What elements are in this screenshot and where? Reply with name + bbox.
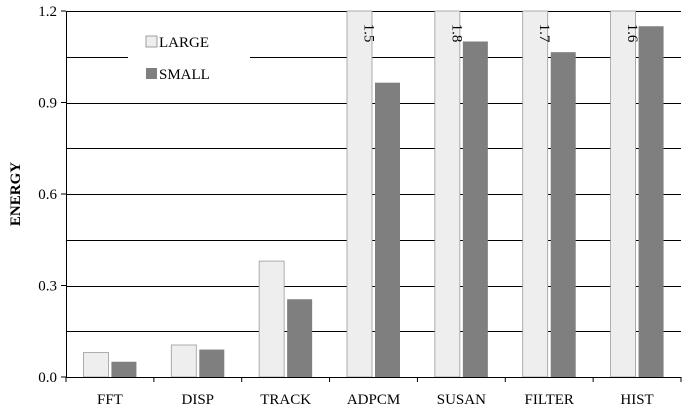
legend: LARGE SMALL <box>128 26 250 88</box>
bar-value-label: 1.6 <box>624 24 640 43</box>
x-tick-label: ADPCM <box>347 392 400 408</box>
bar-small-susan <box>462 41 488 377</box>
x-tick-label: DISP <box>182 392 215 408</box>
bar-large-hist <box>610 10 636 378</box>
bar-large-disp <box>170 344 197 378</box>
bar-small-disp <box>199 349 225 377</box>
bar-small-filter <box>550 52 576 378</box>
bar-small-track <box>287 299 313 377</box>
x-tick-label: TRACK <box>260 392 311 408</box>
y-tick-label: 1.2 <box>38 4 57 20</box>
bar-large-filter <box>522 10 549 378</box>
y-tick-label: 0.3 <box>38 279 57 295</box>
bar-value-label: 1.8 <box>448 24 464 43</box>
bar-small-hist <box>638 26 664 377</box>
legend-label-large: LARGE <box>159 35 209 51</box>
bar-small-fft <box>111 361 137 377</box>
bar-large-susan <box>434 10 461 378</box>
bar-value-label: 1.7 <box>536 24 552 43</box>
legend-label-small: SMALL <box>159 67 210 83</box>
axes: FFT DISP TRACK ADPCM SUSAN FILTER HIST 0.0 0.3 0.… <box>38 4 682 408</box>
bar-large-adpcm <box>346 10 373 378</box>
x-tick-label: FILTER <box>524 392 573 408</box>
x-tick-label: HIST <box>620 392 653 408</box>
y-tick-label: 0.0 <box>38 370 57 386</box>
y-tick-label: 0.9 <box>38 96 57 112</box>
x-tick-label: FFT <box>97 392 123 408</box>
legend-swatch-large <box>145 35 158 48</box>
bars: 1.5 1.8 1.7 1.6 <box>83 10 664 378</box>
y-axis-title: ENERGY <box>8 162 24 226</box>
bar-large-track <box>258 260 285 378</box>
bar-large-fft <box>83 352 109 378</box>
x-tick-label: SUSAN <box>437 392 486 408</box>
bar-small-adpcm <box>375 82 400 378</box>
bar-value-label: 1.5 <box>361 24 377 43</box>
legend-swatch-small <box>146 68 157 79</box>
y-tick-label: 0.6 <box>38 187 57 203</box>
